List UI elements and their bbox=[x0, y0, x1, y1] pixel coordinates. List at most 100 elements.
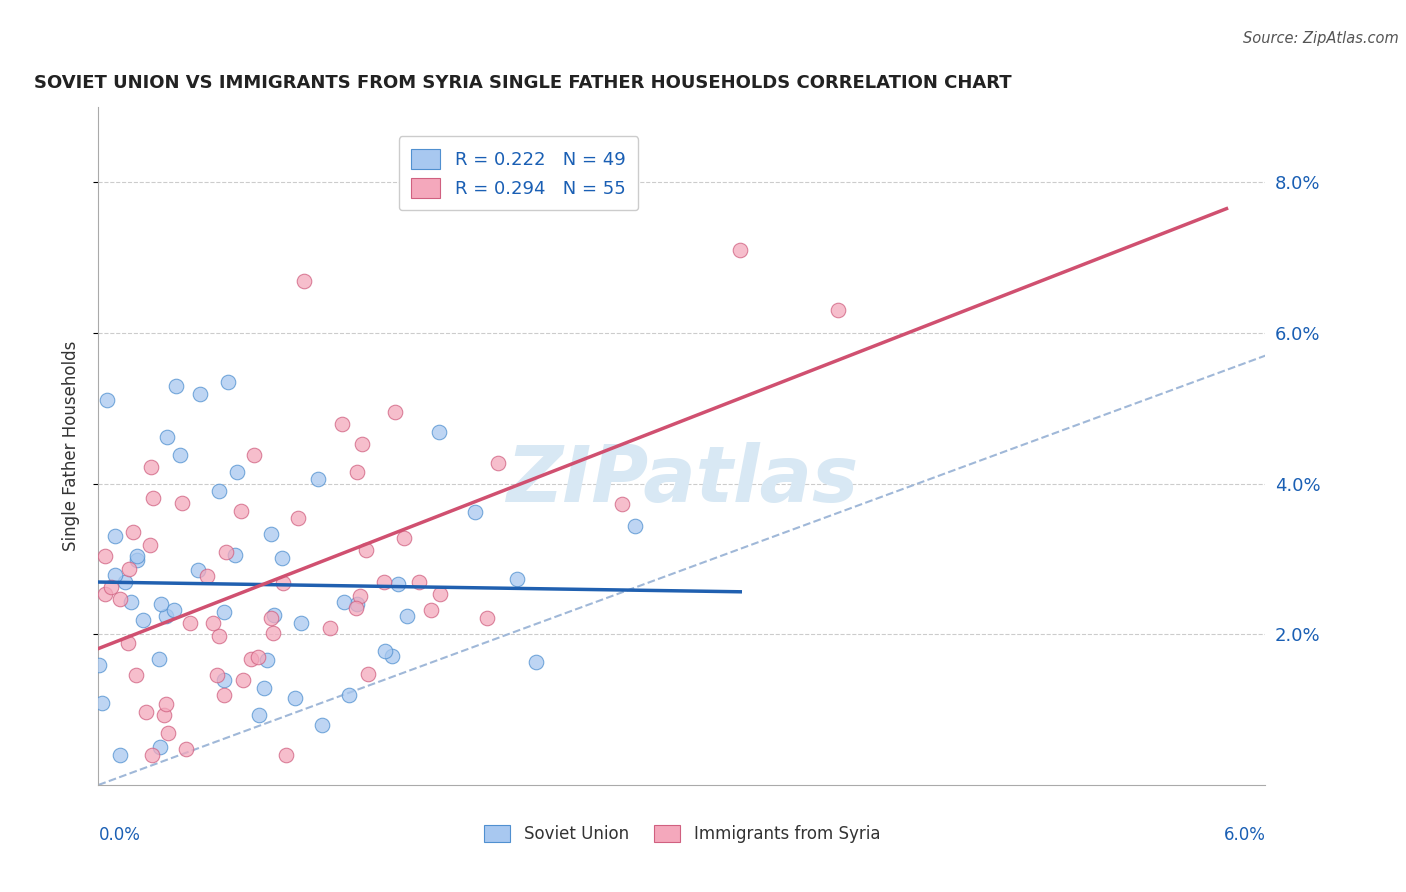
Point bbox=[229, 504, 252, 518]
Point bbox=[165, 378, 187, 392]
Point bbox=[232, 673, 254, 687]
Point bbox=[346, 465, 368, 479]
Point bbox=[224, 548, 246, 562]
Point bbox=[148, 652, 170, 666]
Point bbox=[253, 681, 276, 695]
Point bbox=[408, 574, 430, 589]
Point bbox=[125, 668, 148, 682]
Point bbox=[104, 529, 127, 543]
Point bbox=[827, 303, 849, 318]
Point bbox=[330, 417, 353, 432]
Point bbox=[155, 697, 177, 711]
Point bbox=[142, 491, 165, 506]
Point bbox=[117, 635, 139, 649]
Point bbox=[307, 472, 329, 486]
Point bbox=[104, 568, 127, 582]
Point bbox=[108, 747, 131, 762]
Point bbox=[373, 574, 395, 589]
Point bbox=[179, 615, 201, 630]
Point bbox=[352, 437, 374, 451]
Point bbox=[135, 706, 157, 720]
Point bbox=[357, 666, 380, 681]
Point bbox=[524, 656, 547, 670]
Point bbox=[205, 668, 228, 682]
Point bbox=[215, 545, 238, 559]
Point bbox=[256, 653, 278, 667]
Point bbox=[429, 587, 451, 601]
Point bbox=[150, 597, 173, 611]
Point bbox=[118, 562, 141, 576]
Point bbox=[87, 658, 110, 673]
Point bbox=[262, 626, 284, 640]
Point bbox=[506, 572, 529, 586]
Point bbox=[333, 595, 356, 609]
Point bbox=[139, 460, 162, 475]
Point bbox=[100, 580, 122, 594]
Point bbox=[139, 538, 162, 552]
Point bbox=[380, 648, 402, 663]
Point bbox=[94, 549, 117, 564]
Point bbox=[271, 550, 294, 565]
Point bbox=[247, 708, 270, 723]
Point bbox=[284, 691, 307, 706]
Point bbox=[187, 563, 209, 577]
Point bbox=[387, 577, 409, 591]
Y-axis label: Single Father Households: Single Father Households bbox=[62, 341, 80, 551]
Point bbox=[394, 531, 416, 545]
Point bbox=[202, 615, 225, 630]
Legend: Soviet Union, Immigrants from Syria: Soviet Union, Immigrants from Syria bbox=[475, 816, 889, 851]
Point bbox=[427, 425, 450, 439]
Point bbox=[384, 405, 406, 419]
Point bbox=[170, 496, 193, 510]
Point bbox=[127, 549, 149, 563]
Point bbox=[337, 688, 360, 702]
Point bbox=[486, 456, 509, 470]
Point bbox=[208, 484, 231, 499]
Point bbox=[271, 575, 294, 590]
Point bbox=[477, 610, 499, 624]
Point bbox=[354, 542, 377, 557]
Text: SOVIET UNION VS IMMIGRANTS FROM SYRIA SINGLE FATHER HOUSEHOLDS CORRELATION CHART: SOVIET UNION VS IMMIGRANTS FROM SYRIA SI… bbox=[34, 74, 1012, 92]
Point bbox=[120, 594, 142, 608]
Point bbox=[212, 688, 235, 702]
Point bbox=[349, 589, 371, 603]
Point bbox=[163, 603, 186, 617]
Point bbox=[610, 497, 633, 511]
Point bbox=[96, 392, 118, 407]
Point bbox=[263, 608, 285, 623]
Point bbox=[214, 673, 236, 687]
Point bbox=[217, 375, 239, 389]
Point bbox=[156, 430, 179, 444]
Text: 6.0%: 6.0% bbox=[1223, 826, 1265, 844]
Point bbox=[149, 740, 172, 755]
Point bbox=[396, 609, 419, 624]
Point bbox=[176, 742, 198, 756]
Point bbox=[122, 525, 145, 540]
Point bbox=[108, 591, 131, 606]
Point bbox=[242, 448, 264, 462]
Point bbox=[730, 243, 752, 257]
Point bbox=[276, 747, 298, 762]
Point bbox=[319, 621, 342, 635]
Point bbox=[212, 605, 235, 619]
Point bbox=[91, 697, 114, 711]
Point bbox=[287, 511, 309, 525]
Point bbox=[464, 505, 486, 519]
Point bbox=[190, 387, 212, 401]
Text: ZIPatlas: ZIPatlas bbox=[506, 442, 858, 518]
Point bbox=[94, 587, 117, 601]
Point bbox=[114, 575, 136, 590]
Point bbox=[169, 448, 191, 462]
Point bbox=[195, 568, 218, 582]
Point bbox=[141, 747, 163, 762]
Point bbox=[157, 726, 180, 740]
Point bbox=[260, 526, 283, 541]
Point bbox=[152, 707, 174, 722]
Point bbox=[208, 629, 231, 643]
Point bbox=[125, 553, 148, 567]
Point bbox=[311, 718, 333, 732]
Point bbox=[155, 609, 177, 624]
Point bbox=[624, 519, 647, 533]
Point bbox=[240, 652, 263, 666]
Point bbox=[346, 597, 368, 611]
